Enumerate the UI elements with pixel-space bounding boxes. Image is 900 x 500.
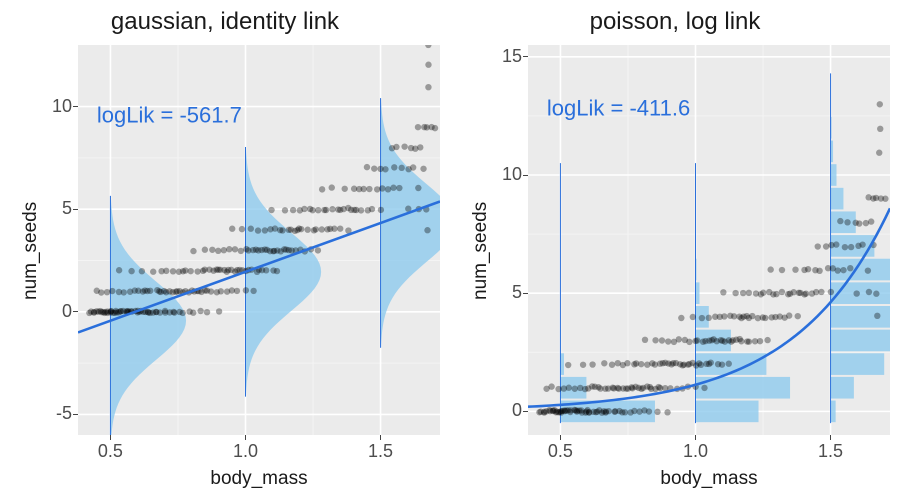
y-tick (73, 311, 78, 312)
x-tick-label: 1.0 (675, 441, 715, 462)
panel-poisson: poisson, log link num_seeds logLik = -41… (450, 0, 900, 500)
y-tick (73, 414, 78, 415)
panel-title-right: poisson, log link (450, 8, 900, 36)
x-tick (830, 435, 831, 440)
y-tick (523, 56, 528, 57)
y-tick-label: 15 (480, 46, 522, 67)
y-tick (523, 175, 528, 176)
y-tick-label: 5 (480, 282, 522, 303)
svg-text:logLik = -561.7: logLik = -561.7 (97, 103, 242, 128)
x-tick-label: 1.0 (225, 441, 265, 462)
y-tick (73, 106, 78, 107)
svg-text:logLik = -411.6: logLik = -411.6 (547, 95, 690, 120)
x-tick (380, 435, 381, 440)
x-tick (110, 435, 111, 440)
y-tick-label: -5 (30, 403, 72, 424)
x-tick-label: 0.5 (90, 441, 130, 462)
y-tick-label: 0 (480, 400, 522, 421)
panel-gaussian: gaussian, identity link num_seeds logLik… (0, 0, 450, 500)
y-tick-label: 5 (30, 198, 72, 219)
y-tick (523, 411, 528, 412)
figure: gaussian, identity link num_seeds logLik… (0, 0, 900, 500)
y-tick (523, 293, 528, 294)
plot-area-left: logLik = -561.7 (78, 45, 440, 435)
x-axis-label-left: body_mass (78, 468, 440, 490)
x-axis-label-right: body_mass (528, 468, 890, 490)
y-tick-label: 10 (480, 164, 522, 185)
x-tick (560, 435, 561, 440)
x-tick-label: 1.5 (361, 441, 401, 462)
x-tick (245, 435, 246, 440)
panel-title-left: gaussian, identity link (0, 8, 450, 36)
plot-area-right: logLik = -411.6 (528, 45, 890, 435)
y-tick (73, 209, 78, 210)
x-tick-label: 0.5 (540, 441, 580, 462)
x-tick (695, 435, 696, 440)
y-tick-label: 10 (30, 96, 72, 117)
x-tick-label: 1.5 (811, 441, 851, 462)
y-tick-label: 0 (30, 301, 72, 322)
